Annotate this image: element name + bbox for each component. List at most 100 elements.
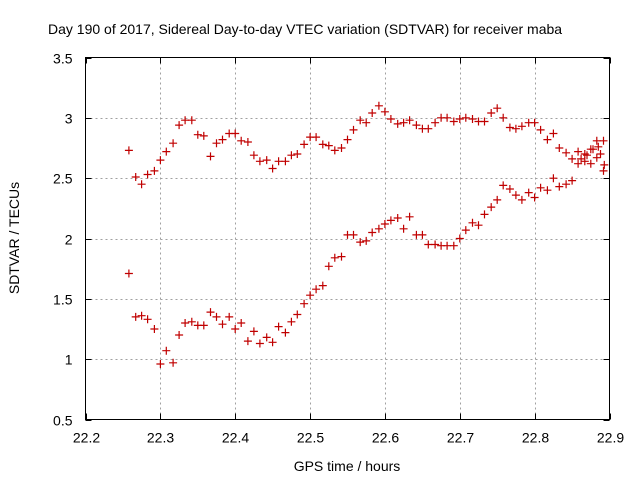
y-tick-label: 2 xyxy=(65,232,73,248)
data-point xyxy=(349,230,358,239)
data-point xyxy=(461,113,470,122)
data-point xyxy=(249,327,258,336)
data-point xyxy=(243,138,252,146)
data-point xyxy=(255,157,264,166)
data-point xyxy=(443,113,452,122)
data-point xyxy=(150,166,159,175)
data-point xyxy=(583,151,591,160)
data-point xyxy=(574,147,583,156)
data-point xyxy=(530,118,539,127)
data-point xyxy=(399,118,408,127)
data-point xyxy=(399,224,408,233)
data-point xyxy=(262,333,271,342)
data-point xyxy=(393,214,402,222)
data-point xyxy=(131,173,140,181)
x-tick-label: 22.7 xyxy=(447,430,474,446)
data-point xyxy=(368,109,377,117)
x-tick-label: 22.9 xyxy=(597,430,624,446)
y-tick-label: 3.5 xyxy=(53,51,73,67)
data-point xyxy=(596,150,605,158)
data-point xyxy=(206,152,215,161)
x-tick-labels: 22.2 22.3 22.4 22.5 22.6 22.7 22.8 22.9 xyxy=(73,430,624,446)
data-point xyxy=(343,135,352,144)
data-point xyxy=(231,325,240,333)
data-point xyxy=(493,195,502,204)
data-point xyxy=(162,346,171,355)
data-point xyxy=(293,150,302,158)
data-point xyxy=(255,339,264,348)
data-point xyxy=(169,358,178,367)
data-point xyxy=(274,322,283,331)
data-point xyxy=(594,142,603,151)
data-point xyxy=(599,136,608,145)
data-point xyxy=(431,118,440,127)
data-point xyxy=(324,141,333,150)
data-point xyxy=(412,121,421,130)
data-point xyxy=(175,331,184,339)
data-point xyxy=(143,315,152,324)
y-tick-label: 0.5 xyxy=(53,413,73,429)
data-point xyxy=(175,121,184,130)
data-point xyxy=(324,262,333,271)
data-point xyxy=(549,174,558,183)
data-point xyxy=(386,115,395,123)
data-point xyxy=(181,116,190,125)
data-point xyxy=(562,180,571,189)
data-point xyxy=(474,221,483,230)
data-point xyxy=(124,146,133,155)
data-point xyxy=(517,195,526,204)
data-point xyxy=(568,154,577,163)
data-point xyxy=(199,131,208,140)
data-point xyxy=(156,156,165,165)
data-point xyxy=(543,186,552,195)
data-point xyxy=(124,269,133,278)
y-tick-label: 1 xyxy=(65,352,73,368)
data-point xyxy=(137,180,146,189)
data-point xyxy=(212,312,221,321)
data-point xyxy=(431,240,440,249)
data-point xyxy=(499,113,508,122)
plot-frame xyxy=(85,57,610,420)
data-point xyxy=(237,136,246,145)
data-point xyxy=(330,146,339,155)
data-point xyxy=(461,226,470,235)
data-point xyxy=(318,281,327,290)
data-point xyxy=(131,312,140,321)
data-point xyxy=(218,135,227,144)
data-point xyxy=(405,212,414,221)
data-point xyxy=(206,308,215,317)
data-point xyxy=(592,136,601,145)
data-point xyxy=(511,191,520,200)
data-point xyxy=(349,125,358,134)
data-point xyxy=(362,236,371,245)
data-point xyxy=(199,321,208,330)
data-point xyxy=(393,119,402,128)
data-point xyxy=(287,317,296,326)
data-point xyxy=(156,360,165,368)
data-point xyxy=(468,115,477,123)
data-point xyxy=(568,176,577,185)
data-point xyxy=(249,151,258,160)
data-point xyxy=(374,101,383,110)
x-tick-label: 22.6 xyxy=(372,430,399,446)
chart-title: Day 190 of 2017, Sidereal Day-to-day VTE… xyxy=(48,21,562,37)
data-point xyxy=(530,193,539,202)
data-point xyxy=(505,185,514,193)
data-point xyxy=(487,203,496,212)
data-point xyxy=(517,122,526,131)
data-point xyxy=(231,129,240,138)
data-point xyxy=(187,116,196,125)
x-axis-label: GPS time / hours xyxy=(294,458,401,474)
data-point xyxy=(312,133,321,142)
data-point xyxy=(505,123,514,132)
data-point xyxy=(300,299,309,308)
data-point xyxy=(356,116,365,125)
data-point xyxy=(162,147,171,156)
data-point xyxy=(274,157,283,166)
data-point xyxy=(300,140,309,149)
data-point xyxy=(287,151,296,160)
data-point xyxy=(493,104,502,113)
data-point xyxy=(318,140,327,149)
data-point xyxy=(137,311,146,320)
data-point xyxy=(418,230,427,239)
